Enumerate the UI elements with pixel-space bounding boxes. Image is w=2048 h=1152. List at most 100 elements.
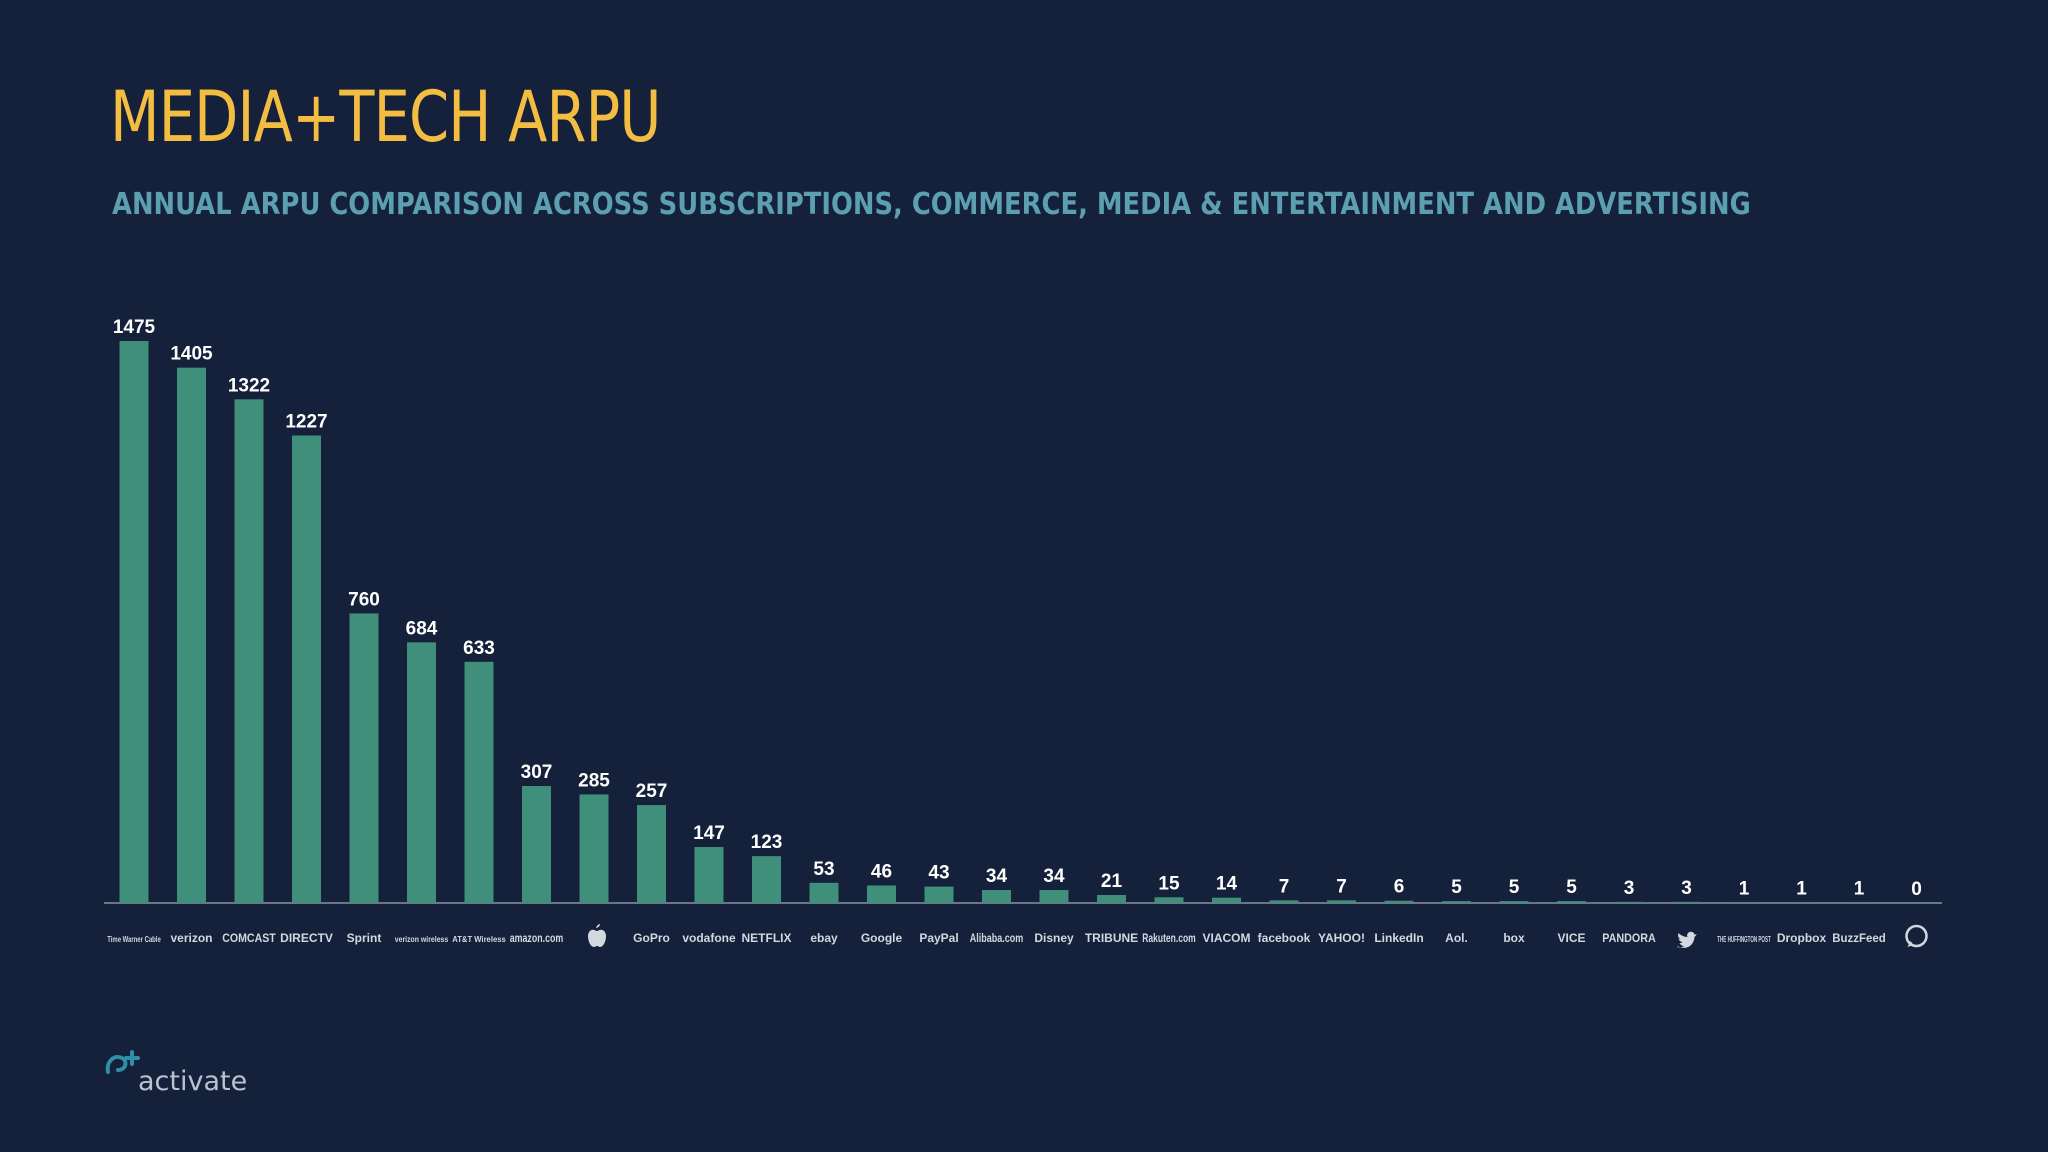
bar-value-label: 307 — [521, 762, 553, 783]
google-logo: Google — [861, 931, 903, 945]
netflix-logo: NETFLIX — [742, 931, 792, 945]
bar-value-label: 7 — [1336, 876, 1347, 897]
bar-value-label: 123 — [751, 832, 783, 853]
directv-logo: DIRECTV — [280, 931, 333, 945]
bar-value-label: 5 — [1451, 877, 1462, 898]
svg-text:NETFLIX: NETFLIX — [742, 931, 792, 945]
bar — [177, 367, 206, 904]
bar — [579, 794, 609, 903]
bar — [1269, 900, 1299, 903]
svg-text:VICE: VICE — [1557, 931, 1585, 945]
bar — [522, 786, 551, 903]
bar-value-label: 34 — [986, 866, 1008, 887]
svg-text:Rakuten.com: Rakuten.com — [1142, 931, 1196, 945]
facebook-logo: facebook — [1258, 931, 1311, 945]
apple-logo — [588, 924, 606, 947]
bar — [982, 890, 1011, 903]
bar-value-label: 5 — [1566, 877, 1577, 898]
gopro-logo: GoPro — [633, 931, 670, 945]
tribune-logo: TRIBUNE — [1085, 931, 1138, 945]
bar-value-label: 1 — [1796, 879, 1807, 900]
svg-text:COMCAST: COMCAST — [222, 931, 276, 945]
svg-text:DIRECTV: DIRECTV — [280, 931, 333, 945]
svg-text:PANDORA: PANDORA — [1602, 931, 1656, 945]
svg-text:box: box — [1503, 931, 1525, 945]
time-warner-cable-logo: Time Warner Cable — [107, 935, 161, 944]
bar-value-label: 3 — [1624, 878, 1635, 899]
bar — [1557, 901, 1586, 903]
svg-text:THE HUFFINGTON POST: THE HUFFINGTON POST — [1717, 935, 1771, 944]
page-title: MEDIA+TECH ARPU — [110, 76, 661, 158]
svg-text:TRIBUNE: TRIBUNE — [1085, 931, 1138, 945]
bar-value-label: 15 — [1158, 873, 1180, 894]
bar-value-label: 14 — [1216, 874, 1238, 895]
svg-text:verizon wireless: verizon wireless — [395, 935, 449, 944]
bar-value-label: 285 — [578, 770, 610, 791]
bar — [1039, 890, 1069, 903]
bar-value-label: 46 — [871, 861, 892, 882]
bar — [234, 399, 264, 903]
bar — [1672, 901, 1701, 903]
paypal-logo: PayPal — [919, 931, 958, 945]
bar-value-label: 1475 — [113, 317, 156, 338]
bar — [752, 856, 781, 903]
bar-value-label: 7 — [1279, 876, 1290, 897]
brand-name: activate — [138, 1066, 248, 1097]
svg-text:PayPal: PayPal — [919, 931, 958, 945]
svg-text:Google: Google — [861, 931, 903, 945]
verizon-wireless-logo: verizon wireless — [395, 935, 449, 944]
disney-logo: Disney — [1034, 931, 1074, 945]
bar-value-label: 760 — [348, 589, 380, 610]
ebay-logo: ebay — [810, 931, 838, 945]
bar-value-label: 1322 — [228, 375, 270, 396]
vodafone-logo: vodafone — [682, 931, 736, 945]
buzzfeed-logo: BuzzFeed — [1832, 931, 1886, 945]
bar — [924, 886, 954, 903]
bar-value-label: 1 — [1854, 879, 1865, 900]
bar — [1097, 894, 1126, 903]
svg-text:BuzzFeed: BuzzFeed — [1832, 931, 1886, 945]
bar — [119, 341, 149, 903]
aol-logo: Aol. — [1445, 931, 1468, 945]
yahoo-logo: YAHOO! — [1318, 931, 1365, 945]
svg-text:Time Warner Cable: Time Warner Cable — [107, 935, 161, 944]
box-logo: box — [1503, 931, 1525, 945]
activate-brand: activate — [104, 1044, 264, 1097]
bar — [1212, 897, 1241, 903]
sprint-logo: Sprint — [347, 931, 382, 945]
bar-value-label: 0 — [1911, 879, 1922, 900]
bar-value-label: 1 — [1739, 879, 1750, 900]
svg-text:Disney: Disney — [1034, 931, 1074, 945]
svg-text:YAHOO!: YAHOO! — [1318, 931, 1365, 945]
vice-logo: VICE — [1557, 931, 1585, 945]
bar-value-label: 43 — [928, 863, 949, 884]
bar-value-label: 53 — [813, 859, 834, 880]
alibaba-logo: Alibaba.com — [970, 931, 1024, 945]
svg-text:Alibaba.com: Alibaba.com — [970, 931, 1024, 945]
bar-value-label: 3 — [1681, 878, 1692, 899]
bar — [809, 882, 839, 903]
whatsapp-icon — [1905, 924, 1928, 948]
bar-value-label: 1227 — [285, 411, 327, 432]
bar — [637, 805, 666, 903]
bar — [1327, 900, 1356, 903]
bar — [407, 642, 436, 903]
bar-value-label: 147 — [693, 823, 725, 844]
svg-text:Sprint: Sprint — [347, 931, 382, 945]
amazon-logo: amazon.com — [510, 931, 564, 945]
svg-text:LinkedIn: LinkedIn — [1374, 931, 1423, 945]
bar — [1154, 897, 1184, 903]
att-wireless-logo: AT&T Wireless — [452, 935, 506, 944]
svg-text:vodafone: vodafone — [682, 931, 736, 945]
bar — [292, 435, 321, 903]
dropbox-logo: Dropbox — [1777, 931, 1827, 945]
bar — [1499, 901, 1529, 903]
activate-logo-icon — [105, 1050, 140, 1074]
bar — [349, 613, 379, 903]
viacom-logo: VIACOM — [1203, 931, 1251, 945]
bar-value-label: 5 — [1509, 877, 1520, 898]
bar — [1614, 901, 1644, 903]
verizon-logo: verizon — [170, 931, 212, 945]
bar — [1442, 901, 1471, 903]
